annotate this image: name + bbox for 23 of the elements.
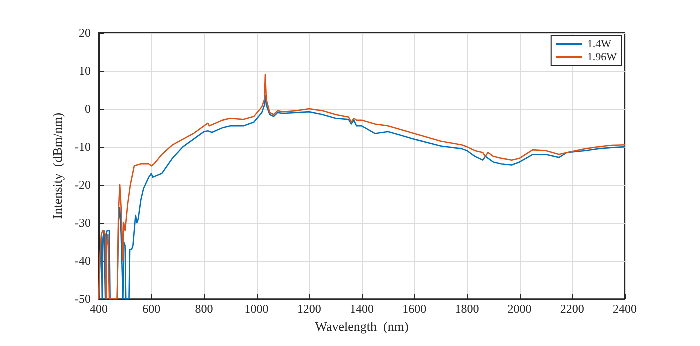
y-tick-label: -50 — [75, 292, 91, 306]
x-tick-label: 1600 — [402, 302, 427, 316]
legend-label: 1.4W — [587, 38, 612, 50]
x-tick-label: 2000 — [508, 302, 532, 316]
legend-label: 1.96W — [587, 52, 618, 64]
x-tick-label: 1800 — [455, 302, 480, 316]
x-tick-label: 1400 — [350, 302, 374, 316]
x-tick-label: 1200 — [297, 302, 322, 316]
x-tick-label: 400 — [90, 302, 108, 316]
y-tick-label: -20 — [75, 178, 91, 192]
y-tick-label: 0 — [85, 102, 91, 116]
y-tick-label: -30 — [75, 216, 91, 230]
y-tick-label: 20 — [79, 26, 91, 40]
x-tick-label: 800 — [195, 302, 214, 316]
y-axis-title: Intensity (dBm/nm) — [50, 112, 66, 220]
x-tick-label: 2200 — [560, 302, 584, 316]
x-axis-title: Wavelength (nm) — [315, 319, 409, 334]
x-tick-label: 1000 — [244, 302, 269, 316]
x-tick-label: 2400 — [613, 302, 637, 316]
y-tick-label: -40 — [75, 254, 91, 268]
x-tick-label: 600 — [142, 302, 161, 316]
y-tick-label: -10 — [75, 140, 91, 154]
y-tick-label: 10 — [79, 64, 91, 78]
